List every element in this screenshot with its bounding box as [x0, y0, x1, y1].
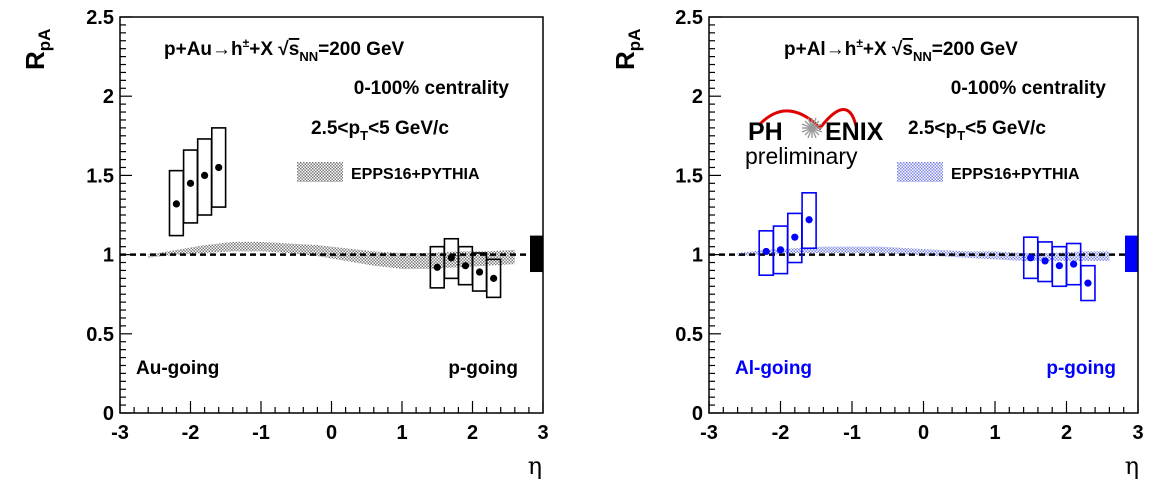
data-point: [461, 262, 470, 270]
panel-pAl: -3 -2 -1 0 1 2 3 0 0.5 1 1.5 2 2.5 RpA η p+Al→h±+X √…: [610, 7, 1144, 480]
legend-swatch: [897, 162, 943, 182]
y-tick-label: 1: [692, 245, 703, 267]
x-axis-title: η: [1125, 452, 1139, 480]
normalization-box: [530, 235, 543, 273]
sys-error-box: [1080, 264, 1096, 302]
system-label: p+Au→h±+X √sNN=200 GeV: [164, 36, 405, 64]
legend-entry: EPPS16+PYTHIA: [951, 166, 1080, 183]
sys-box-layer: [758, 192, 1096, 302]
data-point: [1027, 254, 1035, 262]
y-tick-label: 1.5: [86, 165, 114, 187]
data-point: [447, 254, 455, 262]
y-tick-label: 2.5: [86, 7, 114, 29]
x-tick-label: -2: [772, 422, 790, 444]
y-tick-label: 1: [103, 245, 114, 267]
pt-range-label: 2.5<pT<5 GeV/c: [311, 118, 449, 143]
pt-range-label: 2.5<pT<5 GeV/c: [908, 118, 1046, 143]
right-going-label: p-going: [448, 358, 518, 379]
y-tick-label: 2: [692, 86, 703, 108]
sys-error-box: [801, 192, 817, 250]
x-tick-label: -3: [111, 422, 129, 444]
data-point: [1084, 279, 1092, 287]
sys-error-box: [485, 258, 502, 299]
sys-error-box: [1065, 242, 1082, 286]
x-tick-label: 0: [326, 422, 337, 444]
x-tick-label: 2: [467, 422, 478, 444]
centrality-label: 0-100% centrality: [951, 78, 1107, 99]
phenix-logo: PH ENIX preliminary: [745, 108, 884, 169]
logo-text-right: ENIX: [825, 118, 884, 146]
data-point: [186, 179, 195, 187]
frame-layer: [708, 16, 1139, 414]
tick-label-layer: -3 -2 -1 0 1 2 3 0 0.5 1 1.5 2 2.5: [86, 7, 548, 444]
centrality-label: 0-100% centrality: [354, 78, 510, 99]
x-tick-label: -3: [700, 422, 718, 444]
y-axis-title: RpA: [610, 29, 644, 70]
y-tick-label: 2: [103, 86, 114, 108]
logo-text-left: PH: [748, 118, 783, 146]
y-tick-label: 0.5: [675, 324, 703, 346]
data-point: [201, 171, 209, 179]
point-layer: [172, 163, 498, 282]
y-axis-title: RpA: [20, 29, 54, 70]
logo-subtitle: preliminary: [745, 143, 858, 169]
x-tick-label: 3: [537, 422, 548, 444]
legend-entry: EPPS16+PYTHIA: [351, 166, 480, 183]
data-point: [172, 200, 180, 208]
left-going-label: Au-going: [136, 358, 219, 379]
x-tick-label: 0: [918, 422, 929, 444]
data-point: [762, 247, 770, 256]
data-point: [1055, 262, 1063, 270]
data-point: [215, 163, 223, 172]
tick-label-layer: -3 -2 -1 0 1 2 3 0 0.5 1 1.5 2 2.5: [675, 7, 1143, 444]
data-point: [1070, 260, 1078, 268]
frame-layer: [119, 16, 544, 414]
data-point: [791, 233, 799, 241]
right-going-label: p-going: [1046, 358, 1116, 379]
phoenix-star-icon: [801, 117, 823, 139]
sys-error-box: [210, 127, 227, 208]
data-point: [475, 268, 484, 276]
y-tick-label: 1.5: [675, 165, 703, 187]
normalization-box: [1125, 235, 1138, 273]
data-point: [805, 216, 813, 224]
x-tick-label: 2: [1061, 422, 1072, 444]
x-tick-label: -1: [843, 422, 861, 444]
left-going-label: Al-going: [735, 358, 812, 379]
x-axis-title: η: [528, 452, 542, 480]
x-tick-label: -2: [182, 422, 200, 444]
y-tick-label: 0: [103, 403, 114, 425]
norm-box-layer: [530, 235, 543, 273]
legend-swatch: [297, 162, 343, 182]
x-tick-label: -1: [252, 422, 270, 444]
system-label: p+Al→h±+X √sNN=200 GeV: [784, 36, 1018, 64]
data-point: [490, 274, 498, 282]
panel-pAu: -3 -2 -1 0 1 2 3 0 0.5 1 1.5 2 2.5 RpA η p+Au→h±+X √…: [20, 7, 549, 480]
sys-box-layer: [168, 127, 502, 299]
data-point: [776, 246, 785, 254]
y-tick-label: 2.5: [675, 7, 703, 29]
data-point: [433, 263, 441, 271]
y-tick-label: 0.5: [86, 324, 114, 346]
y-tick-label: 0: [692, 403, 703, 425]
data-point: [1041, 257, 1049, 265]
x-tick-label: 1: [396, 422, 407, 444]
plot-frame: [708, 16, 1139, 414]
x-tick-label: 3: [1132, 422, 1143, 444]
point-layer: [762, 216, 1092, 287]
norm-box-layer: [1125, 235, 1138, 273]
x-tick-label: 1: [989, 422, 1000, 444]
